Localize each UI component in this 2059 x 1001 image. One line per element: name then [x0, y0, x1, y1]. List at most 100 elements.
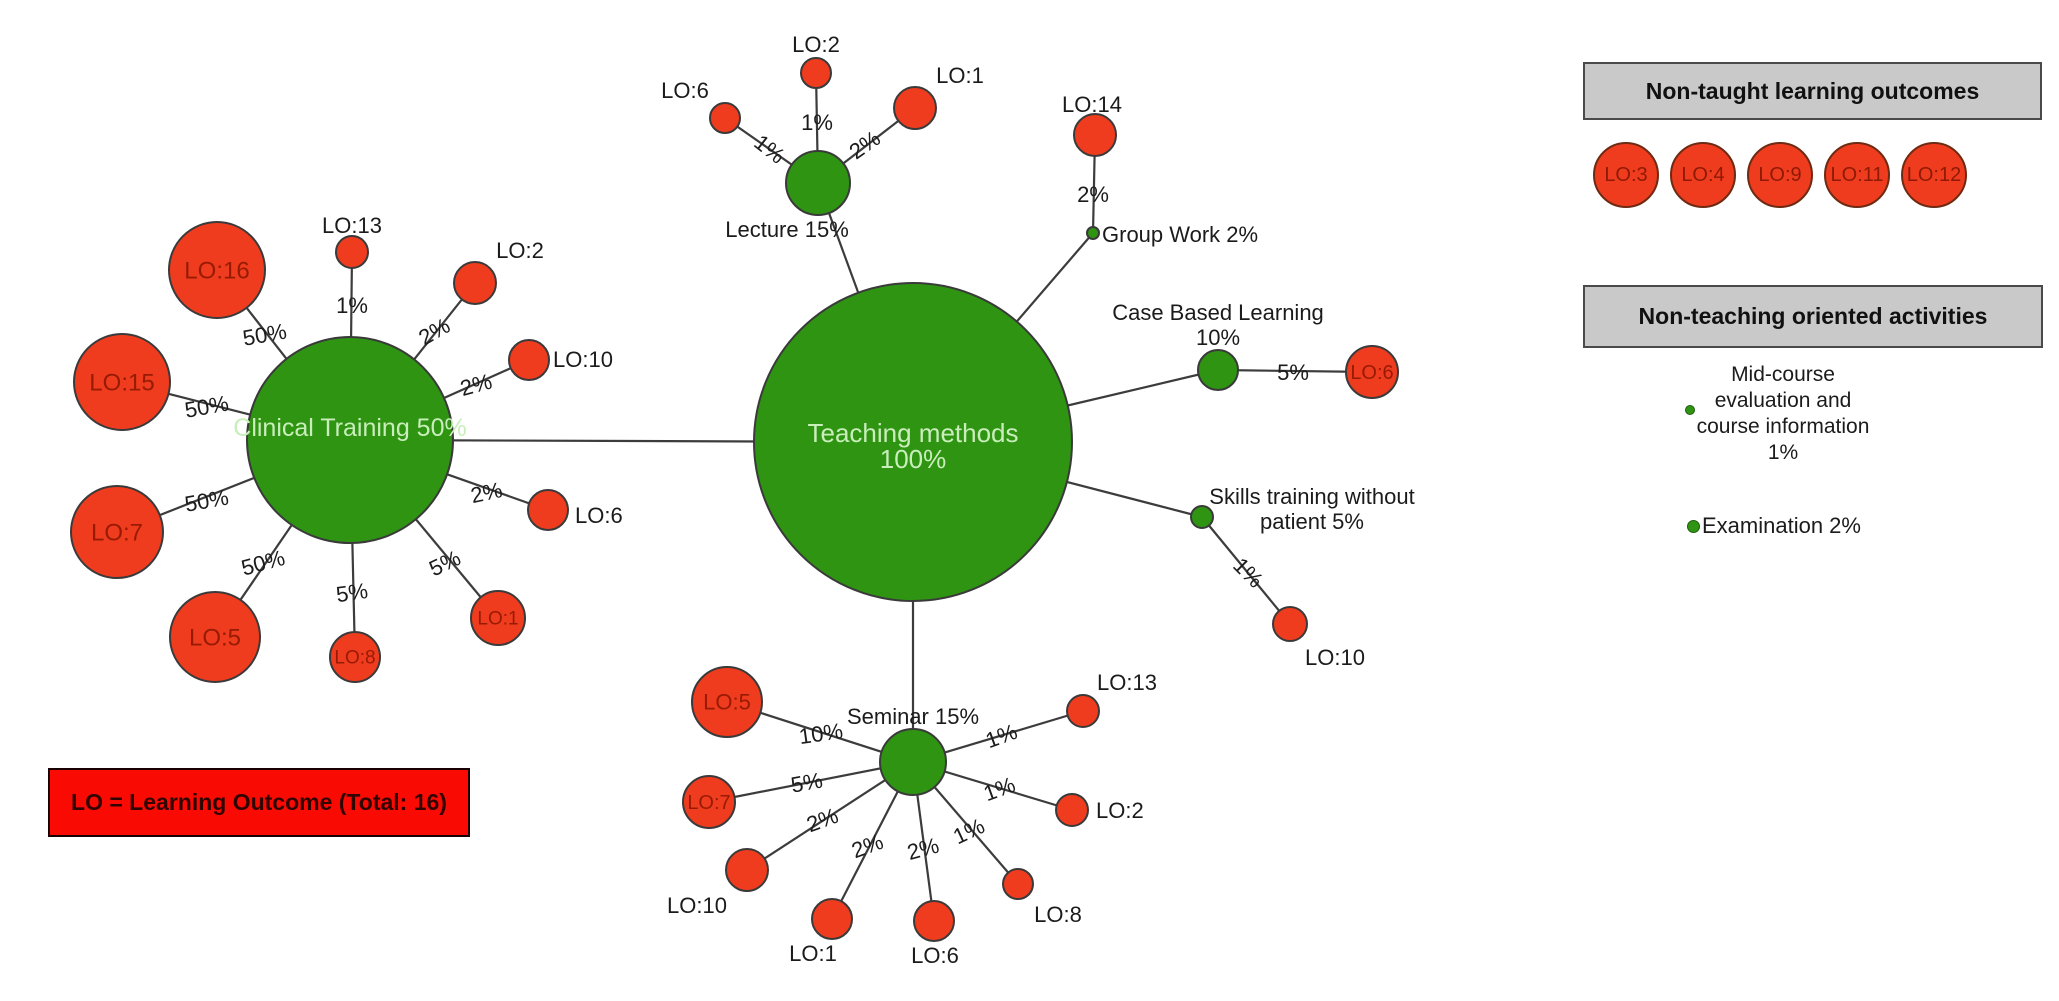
node-c16	[168, 221, 266, 319]
edge-label-clinical-c5: 50%	[239, 545, 288, 581]
diagram-text-0-1: 100%	[880, 444, 947, 474]
node-label-c8: LO:8	[334, 648, 375, 669]
edge-label-seminar-se1: 2%	[848, 829, 886, 863]
node-lecture	[785, 150, 851, 216]
node-skills	[1190, 505, 1214, 529]
node-label-c5: LO:5	[189, 624, 241, 651]
node-se5	[691, 666, 763, 738]
node-se7	[682, 775, 736, 829]
node-label-c1: LO:1	[477, 609, 518, 630]
legend-non-taught-circles: LO:3 LO:4 LO:9 LO:11 LO:12	[1593, 142, 1967, 208]
diagram-text-20-0: LO:2	[1096, 798, 1144, 823]
node-l6	[709, 102, 741, 134]
legend-activities-header: Non-teaching oriented activities	[1583, 285, 2043, 348]
legend-lo-label: LO:9	[1758, 163, 1802, 186]
node-c8	[329, 631, 381, 683]
edge-label-lecture-l6: 1%	[749, 129, 789, 168]
diagram-text-17-0: LO:1	[789, 941, 837, 966]
node-label-c16: LO:16	[184, 257, 249, 284]
node-c2	[453, 261, 497, 305]
edge-label-clinical-c16: 50%	[241, 318, 289, 350]
node-c6	[527, 489, 569, 531]
diagram-text-11-0: LO:6	[661, 78, 709, 103]
diagram-text-6-1: patient 5%	[1260, 509, 1364, 534]
node-c7	[70, 485, 164, 579]
node-label-se5: LO:5	[703, 690, 751, 715]
node-c13	[335, 235, 369, 269]
node-label-c15: LO:15	[89, 369, 154, 396]
legend-lo-label: LO:4	[1681, 163, 1725, 186]
node-se6	[913, 900, 955, 942]
legend-midcourse-item: Mid-course evaluation and course informati…	[1658, 362, 1908, 466]
diagram-text-6-0: Skills training without	[1209, 484, 1414, 509]
edge-label-clinical-c13: 1%	[336, 293, 368, 318]
node-clinical	[246, 336, 454, 544]
node-label-se7: LO:7	[687, 792, 730, 814]
midcourse-dot	[1685, 405, 1695, 415]
edge-label-seminar-se5: 10%	[797, 718, 844, 749]
node-g14	[1073, 113, 1117, 157]
node-casebased	[1197, 349, 1239, 391]
legend-lo-circle: LO:3	[1593, 142, 1659, 208]
examination-dot	[1687, 520, 1700, 533]
legend-lo-label: LO:3	[1604, 163, 1648, 186]
edge-label-lecture-l2: 1%	[801, 110, 833, 135]
midcourse-line: Mid-course	[1731, 363, 1835, 386]
edge-label-seminar-se7: 5%	[789, 768, 825, 798]
node-se10	[725, 848, 769, 892]
node-c10	[508, 339, 550, 381]
edge-label-casebased-cb6: 5%	[1277, 360, 1309, 385]
diagram-text-16-0: LO:10	[667, 893, 727, 918]
legend-non-taught-title: Non-taught learning outcomes	[1645, 77, 1980, 104]
diagram-text-8-0: LO:2	[496, 238, 544, 263]
edge-label-clinical-c15: 50%	[183, 390, 231, 422]
legend-lo-circle: LO:11	[1824, 142, 1890, 208]
diagram-text-7-0: LO:13	[322, 213, 382, 238]
edge-label-seminar-se6: 2%	[904, 833, 941, 865]
legend-lo-circle: LO:12	[1901, 142, 1967, 208]
diagram-text-14-0: LO:14	[1062, 92, 1122, 117]
node-c15	[73, 333, 171, 431]
edge-label-clinical-c6: 2%	[468, 477, 504, 508]
edge-label-clinical-c7: 50%	[183, 484, 231, 516]
node-groupwork	[1086, 226, 1100, 240]
node-l1	[893, 86, 937, 130]
edge-label-clinical-c8: 5%	[334, 578, 369, 607]
node-se1	[811, 898, 853, 940]
edge-label-clinical-c1: 5%	[425, 545, 464, 581]
legend-lo-label: LO:11	[1830, 163, 1884, 186]
node-teaching	[753, 282, 1073, 602]
diagram-text-10-0: LO:6	[575, 503, 623, 528]
diagram-text-2-0: Lecture 15%	[725, 217, 849, 242]
node-label-cb6: LO:6	[1350, 362, 1393, 384]
diagram-text-18-0: LO:6	[911, 943, 959, 968]
midcourse-line: 1%	[1767, 441, 1799, 464]
legend-non-taught-header: Non-taught learning outcomes	[1583, 62, 2042, 120]
legend-examination-item: Examination 2%	[1702, 513, 1861, 538]
diagram-text-9-0: LO:10	[553, 347, 613, 372]
midcourse-line: evaluation and	[1714, 389, 1852, 412]
node-cb6	[1345, 345, 1399, 399]
node-seminar	[879, 728, 947, 796]
node-c5	[169, 591, 261, 683]
edge-label-skills-s10: 1%	[1228, 553, 1268, 593]
edge-label-seminar-se13: 1%	[982, 719, 1020, 753]
legend-lo-circle: LO:4	[1670, 142, 1736, 208]
diagram-text-3-0: Seminar 15%	[847, 704, 979, 729]
node-se13	[1066, 694, 1100, 728]
diagram-text-19-0: LO:8	[1034, 902, 1082, 927]
legend-lo-circle: LO:9	[1747, 142, 1813, 208]
diagram-text-15-0: LO:10	[1305, 645, 1365, 670]
node-label-c7: LO:7	[91, 519, 143, 546]
diagram-text-21-0: LO:13	[1097, 670, 1157, 695]
diagram-text-4-1: 10%	[1196, 325, 1240, 350]
node-s10	[1272, 606, 1308, 642]
edge-label-clinical-c2: 2%	[414, 313, 454, 351]
midcourse-line: course information	[1696, 415, 1870, 438]
node-se2	[1055, 793, 1089, 827]
diagram-text-1-0: Clinical Training 50%	[233, 414, 466, 442]
edge-skills-s10	[1201, 516, 1291, 625]
node-se8	[1002, 868, 1034, 900]
